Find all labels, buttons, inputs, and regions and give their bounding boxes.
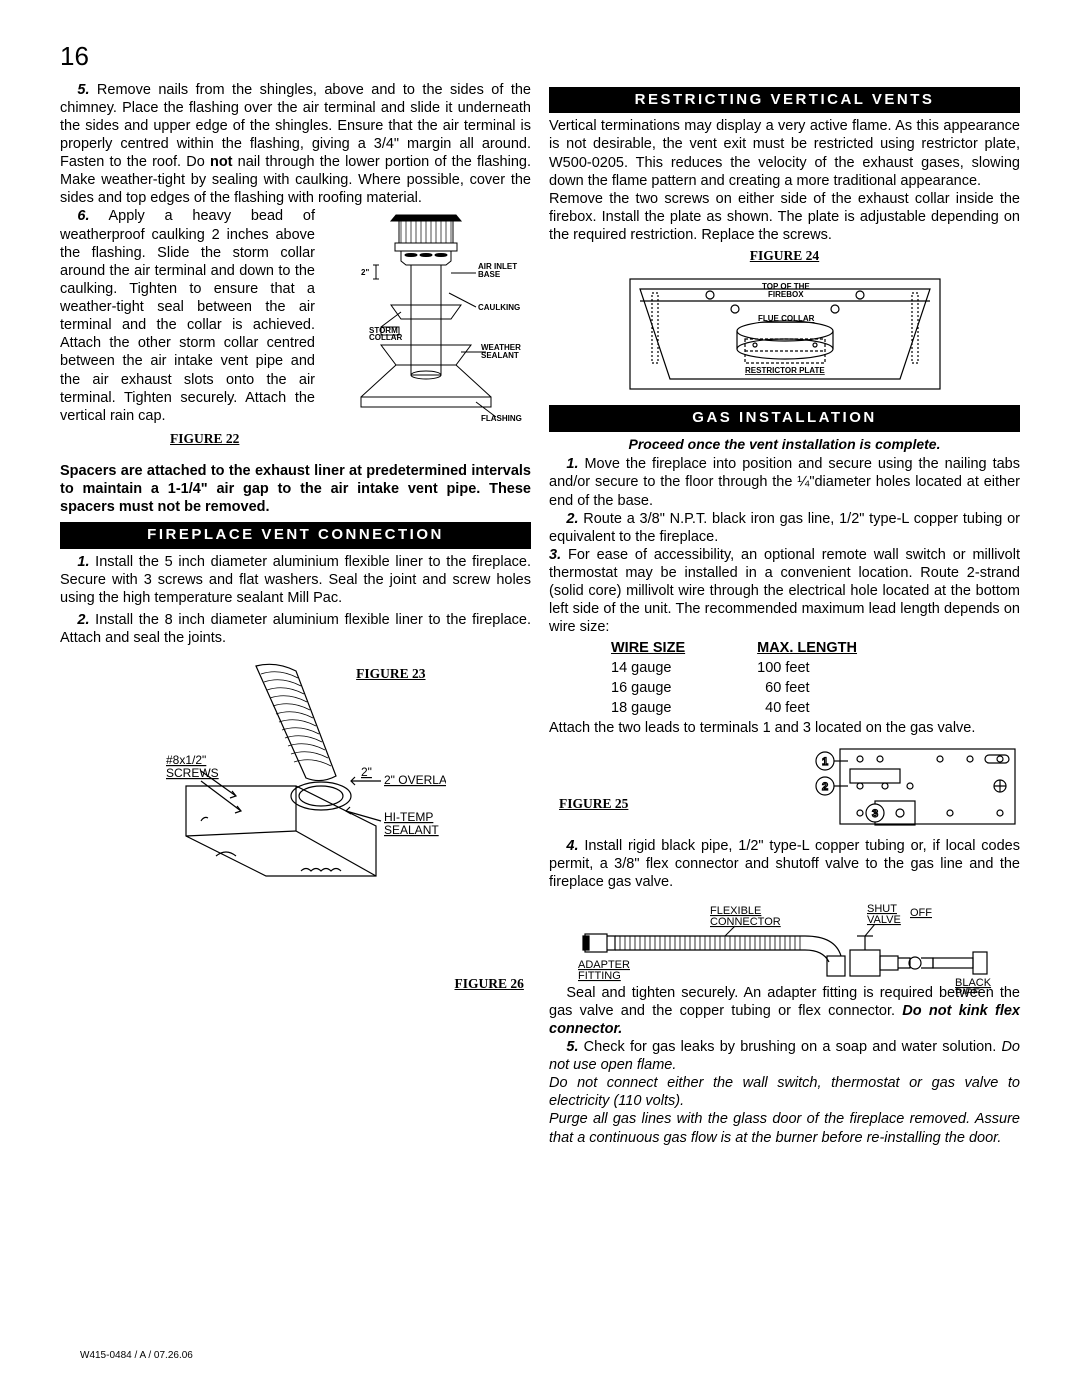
right-column: RESTRICTING VERTICAL VENTS Vertical term…: [549, 81, 1020, 1147]
page-footer: W415-0484 / A / 07.26.06: [80, 1350, 193, 1363]
rvv-p2: Remove the two screws on either side of …: [549, 190, 1020, 244]
svg-text:ADAPTERFITTING: ADAPTERFITTING: [578, 959, 630, 982]
rvv-p1: Vertical terminations may display a very…: [549, 117, 1020, 190]
page-number: 16: [60, 40, 1020, 73]
svg-text:2: 2: [822, 781, 828, 793]
gi-step-1: 1. Move the fireplace into position and …: [549, 455, 1020, 509]
fireplace-vent-header: FIREPLACE VENT CONNECTION: [60, 522, 531, 549]
figure-25: 1 2 3: [800, 741, 1020, 831]
gi-step-3c: Attach the two leads to terminals 1 and …: [549, 719, 1020, 737]
wire-size-table: WIRE SIZEMAX. LENGTH 14 gauge100 feet 16…: [609, 637, 929, 720]
svg-text:FLASHING: FLASHING: [481, 414, 522, 423]
figure-24-caption: FIGURE 24: [549, 248, 1020, 265]
gi-step-3: 3. For ease of accessibility, an optiona…: [549, 546, 1020, 637]
step-5: 5. Remove nails from the shingles, above…: [60, 81, 531, 208]
fvc-step-1: 1. Install the 5 inch diameter aluminium…: [60, 553, 531, 607]
svg-text:3: 3: [872, 808, 878, 820]
svg-text:CAULKING: CAULKING: [478, 303, 520, 312]
svg-text:1: 1: [822, 756, 828, 768]
fvc-step-2: 2. Install the 8 inch diameter aluminium…: [60, 611, 531, 647]
spacer-note: Spacers are attached to the exhaust line…: [60, 462, 531, 516]
gi-step-4-seal: Seal and tighten securely. An adapter fi…: [549, 984, 1020, 1038]
figure-26: FLEXIBLECONNECTOR SHUTVALVE OFF ADAPTERF…: [575, 894, 995, 994]
gi-step-5: 5. Check for gas leaks by brushing on a …: [549, 1038, 1020, 1074]
figure-22: 2" AIR INLETBASE CAULKING STORMCOLLAR WE…: [321, 207, 531, 427]
svg-text:FLEXIBLECONNECTOR: FLEXIBLECONNECTOR: [710, 905, 781, 928]
svg-text:AIR INLETBASE: AIR INLETBASE: [478, 262, 517, 279]
svg-text:OFF: OFF: [910, 907, 932, 919]
gi-step-4: 4. Install rigid black pipe, 1/2" type-L…: [549, 837, 1020, 891]
svg-text:RESTRICTOR PLATE: RESTRICTOR PLATE: [745, 366, 825, 375]
svg-text:HI-TEMPSEALANT: HI-TEMPSEALANT: [384, 810, 439, 837]
svg-text:FLUE COLLAR: FLUE COLLAR: [758, 314, 815, 323]
figure-24: TOP OF THEFIREBOX FLUE COLLAR RESTRICTOR…: [610, 269, 960, 399]
svg-text:2": 2": [361, 765, 372, 779]
svg-text:STORMCOLLAR: STORMCOLLAR: [369, 326, 403, 342]
svg-text:2": 2": [361, 268, 369, 277]
svg-text:SHUTVALVE: SHUTVALVE: [867, 903, 901, 926]
figure-22-caption: FIGURE 22: [170, 431, 531, 448]
figure-23: FIGURE 23: [146, 656, 446, 881]
gi-warning-2: Purge all gas lines with the glass door …: [549, 1110, 1020, 1146]
svg-text:TOP OF THEFIREBOX: TOP OF THEFIREBOX: [762, 282, 810, 299]
svg-text:WEATHERSEALANT: WEATHERSEALANT: [481, 343, 521, 360]
svg-text:2" OVERLAP: 2" OVERLAP: [384, 773, 446, 787]
gi-step-2: 2. Route a 3/8" N.P.T. black iron gas li…: [549, 510, 1020, 546]
gi-proceed: Proceed once the vent installation is co…: [549, 436, 1020, 454]
gas-installation-header: GAS INSTALLATION: [549, 405, 1020, 432]
svg-text:#8x1/2"SCREWS: #8x1/2"SCREWS: [166, 753, 219, 780]
gi-warning-1: Do not connect either the wall switch, t…: [549, 1074, 1020, 1110]
restricting-vents-header: RESTRICTING VERTICAL VENTS: [549, 87, 1020, 114]
